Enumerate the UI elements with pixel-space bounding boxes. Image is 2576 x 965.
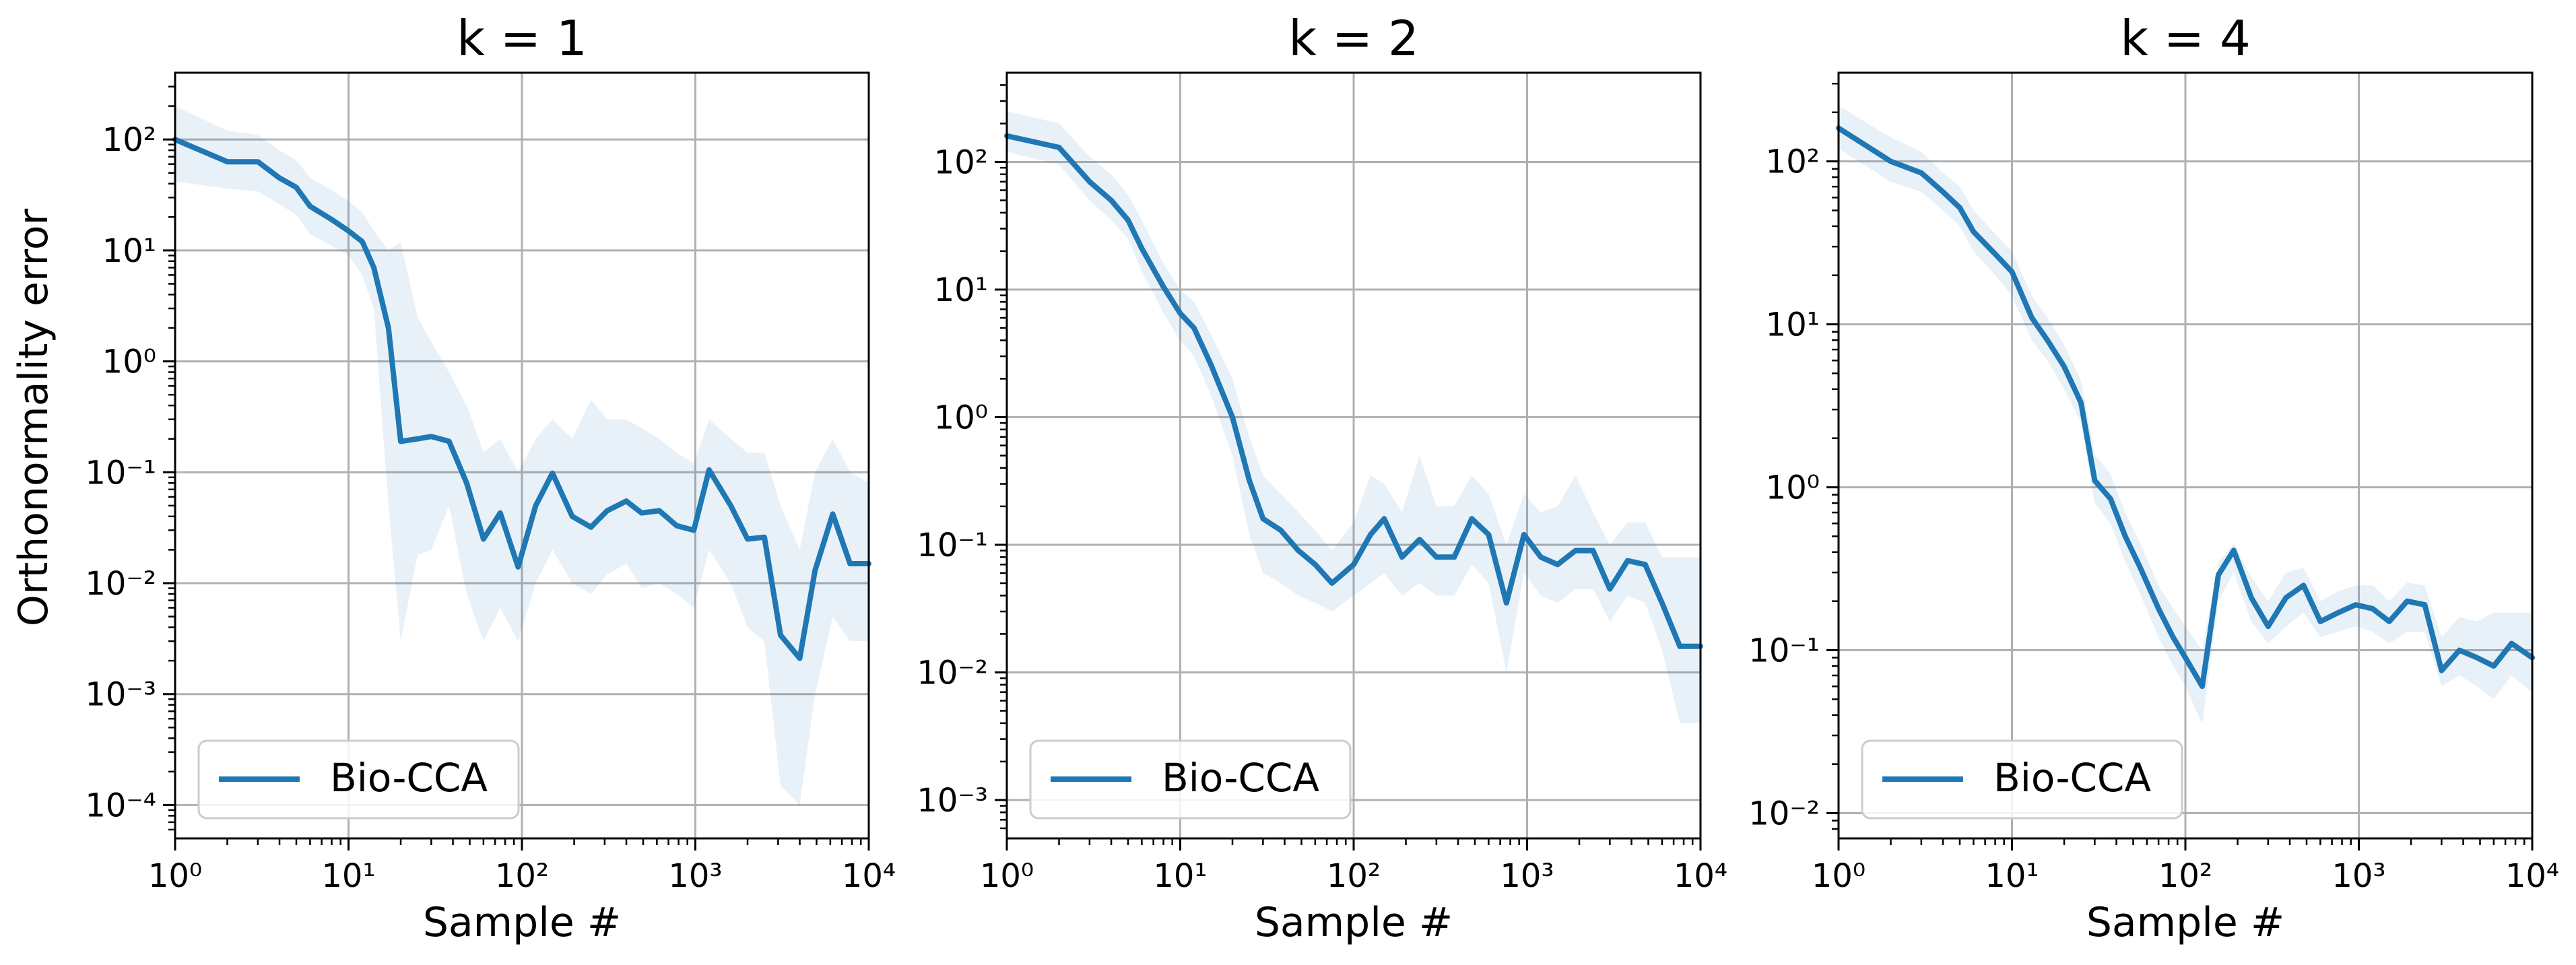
y-tick-label: 10² <box>934 143 988 181</box>
y-tick-label: 10² <box>1766 143 1820 181</box>
legend: Bio-CCA <box>197 739 520 820</box>
y-tick-label: 10⁰ <box>934 399 988 436</box>
y-tick-label: 10⁻³ <box>917 782 988 820</box>
y-axis-label: Orthonormality error <box>10 208 57 626</box>
x-tick-label: 10⁴ <box>1674 857 1727 895</box>
series-line-bio-cca <box>1836 125 2535 690</box>
x-tick-label: 10⁰ <box>980 857 1034 895</box>
y-tick-label: 10⁻³ <box>85 676 156 714</box>
y-tick-label: 10⁻² <box>85 565 156 603</box>
series-line-bio-cca <box>172 137 871 661</box>
confidence-band <box>1007 111 1700 723</box>
y-tick-label: 10² <box>102 121 156 159</box>
y-tick-label: 10⁻¹ <box>1748 632 1820 670</box>
y-tick-label: 10⁻¹ <box>917 527 988 564</box>
legend-label: Bio-CCA <box>1162 755 1319 801</box>
confidence-band <box>1839 105 2532 725</box>
y-tick-label: 10⁻¹ <box>85 454 156 492</box>
series-line-bio-cca <box>1004 133 1703 649</box>
y-tick-label: 10⁻² <box>917 654 988 692</box>
legend-label: Bio-CCA <box>330 755 488 801</box>
panels: 10⁰ 10¹ 10² 10³ 10⁴ 10⁻⁴ 10⁻³ 10⁻² 10⁻¹ 10⁰ 10¹ 10²… <box>85 10 2559 946</box>
y-tick-label: 10¹ <box>102 232 156 270</box>
x-tick-label: 10² <box>495 857 549 895</box>
chart-panel-k1: 10⁰ 10¹ 10² 10³ 10⁴ 10⁻⁴ 10⁻³ 10⁻² 10⁻¹ 10⁰ 10¹ 10²… <box>85 10 896 946</box>
x-tick-label: 10¹ <box>1985 857 2039 895</box>
x-tick-label: 10² <box>1327 857 1381 895</box>
chart-title: k = 1 <box>457 10 587 67</box>
chart-title: k = 4 <box>2120 10 2251 67</box>
y-tick-label: 10¹ <box>1766 306 1820 344</box>
legend: Bio-CCA <box>1861 739 2183 820</box>
x-tick-label: 10³ <box>668 857 722 895</box>
x-tick-label: 10³ <box>1500 857 1554 895</box>
x-tick-label: 10¹ <box>1153 857 1207 895</box>
x-tick-label: 10⁴ <box>842 857 896 895</box>
legend: Bio-CCA <box>1029 739 1352 820</box>
y-tick-label: 10⁻⁴ <box>85 787 156 824</box>
chart-panel-k4: 10⁰ 10¹ 10² 10³ 10⁴ 10⁻² 10⁻¹ 10⁰ 10¹ 10² k = 4 Sam… <box>1748 10 2559 946</box>
y-tick-label: 10⁰ <box>1766 469 1820 507</box>
legend-box <box>1861 739 2183 820</box>
chart-title: k = 2 <box>1288 10 1419 67</box>
y-tick-label: 10¹ <box>934 271 988 309</box>
x-axis-label: Sample # <box>423 899 621 946</box>
y-tick-label: 10⁻² <box>1748 795 1820 833</box>
legend-label: Bio-CCA <box>1993 755 2151 801</box>
x-axis-label: Sample # <box>2086 899 2284 946</box>
x-tick-label: 10⁰ <box>148 857 202 895</box>
x-tick-label: 10⁰ <box>1812 857 1865 895</box>
x-tick-label: 10³ <box>2332 857 2385 895</box>
x-axis-label: Sample # <box>1255 899 1453 946</box>
x-tick-label: 10⁴ <box>2505 857 2559 895</box>
confidence-band <box>175 106 869 805</box>
legend-box <box>197 739 520 820</box>
x-tick-label: 10² <box>2158 857 2212 895</box>
chart-panel-k2: 10⁰ 10¹ 10² 10³ 10⁴ 10⁻³ 10⁻² 10⁻¹ 10⁰ 10¹ 10² k = … <box>917 10 1727 946</box>
legend-box <box>1029 739 1352 820</box>
x-tick-label: 10¹ <box>321 857 375 895</box>
y-tick-label: 10⁰ <box>102 343 156 381</box>
